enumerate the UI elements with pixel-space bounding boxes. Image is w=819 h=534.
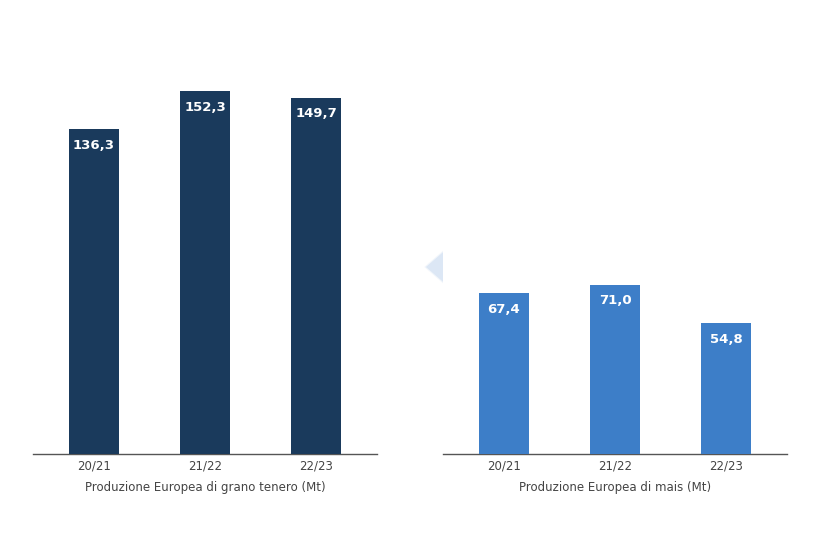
Bar bbox=[180, 91, 229, 454]
Text: 149,7: 149,7 bbox=[295, 107, 337, 120]
Text: 71,0: 71,0 bbox=[598, 294, 631, 308]
X-axis label: Produzione Europea di mais (Mt): Produzione Europea di mais (Mt) bbox=[518, 481, 710, 494]
Text: 54,8: 54,8 bbox=[709, 333, 741, 346]
Bar bbox=[291, 98, 341, 454]
Text: 152,3: 152,3 bbox=[184, 101, 225, 114]
X-axis label: Produzione Europea di grano tenero (Mt): Produzione Europea di grano tenero (Mt) bbox=[84, 481, 325, 494]
Text: 67,4: 67,4 bbox=[487, 303, 519, 316]
Bar bbox=[700, 324, 750, 454]
Text: 3: 3 bbox=[232, 230, 284, 304]
Text: 136,3: 136,3 bbox=[73, 139, 115, 152]
Bar bbox=[69, 129, 119, 454]
Bar bbox=[478, 294, 528, 454]
Bar bbox=[590, 285, 639, 454]
Text: 3: 3 bbox=[483, 239, 524, 295]
